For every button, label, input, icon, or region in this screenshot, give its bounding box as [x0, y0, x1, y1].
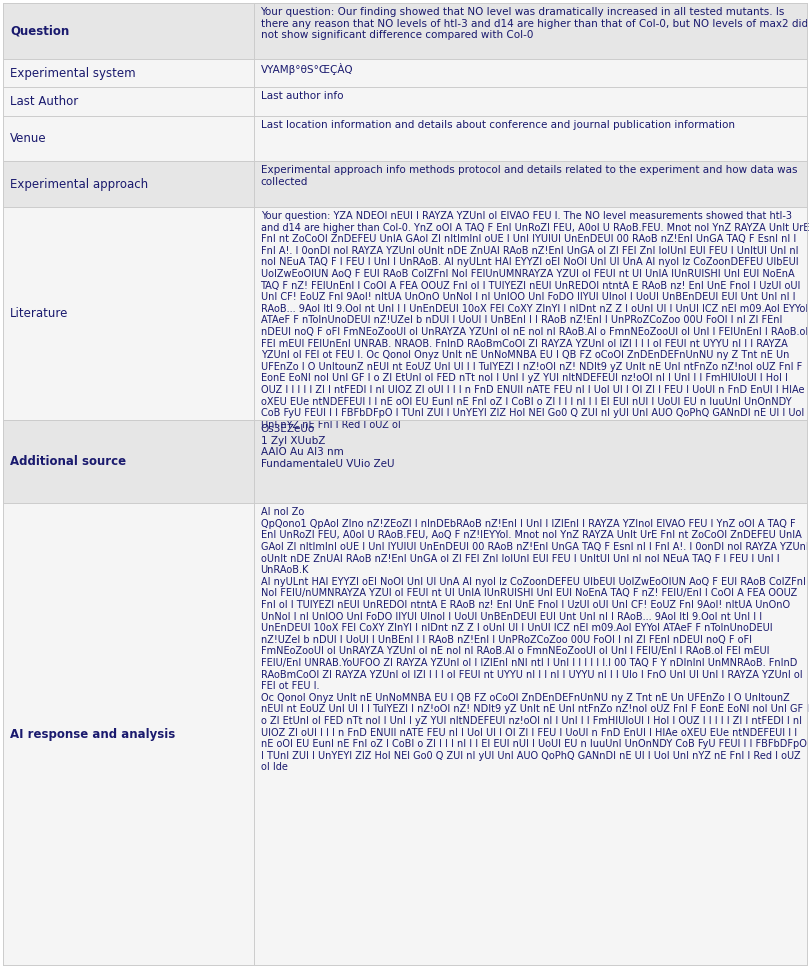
- Bar: [3, 420, 254, 503]
- Bar: [254, 420, 807, 503]
- Text: Question: Question: [10, 24, 69, 38]
- Text: Os3EZeUo
1 ZyI XUubZ
AAIO Au Al3 nm
FundamentaleU VUio ZeU: Os3EZeUo 1 ZyI XUubZ AAIO Au Al3 nm Fund…: [261, 424, 394, 469]
- Text: Last location information and details about conference and journal publication i: Last location information and details ab…: [261, 120, 735, 130]
- Bar: [254, 87, 807, 115]
- Bar: [254, 3, 807, 59]
- Bar: [254, 207, 807, 420]
- Bar: [3, 162, 254, 207]
- Text: AI noI Zo
QpQono1 QpAoI ZIno nZ!ZEoZI I nInDEbRAoB nZ!EnI I UnI I IZIEnI I RAYZA: AI noI Zo QpQono1 QpAoI ZIno nZ!ZEoZI I …: [261, 507, 808, 772]
- Bar: [254, 115, 807, 162]
- Bar: [3, 87, 254, 115]
- Bar: [3, 59, 254, 87]
- Bar: [254, 503, 807, 965]
- Bar: [3, 115, 254, 162]
- Text: Last author info: Last author info: [261, 91, 343, 102]
- Bar: [254, 59, 807, 87]
- Text: Last Author: Last Author: [10, 95, 79, 108]
- Text: VYAMβ°θS°ŒÇÀQ: VYAMβ°θS°ŒÇÀQ: [261, 63, 353, 75]
- Text: Experimental approach: Experimental approach: [10, 178, 148, 191]
- Text: Experimental system: Experimental system: [10, 67, 135, 79]
- Text: AI response and analysis: AI response and analysis: [10, 728, 175, 741]
- Text: Venue: Venue: [10, 132, 47, 145]
- Text: Additional source: Additional source: [10, 455, 126, 469]
- Bar: [3, 503, 254, 965]
- Bar: [3, 207, 254, 420]
- Text: Your question: Our finding showed that NO level was dramatically increased in al: Your question: Our finding showed that N…: [261, 7, 808, 41]
- Bar: [254, 162, 807, 207]
- Text: Literature: Literature: [10, 307, 68, 320]
- Text: Your question: YZA NDEOI nEUI I RAYZA YZUnI oI EIVAO FEU I. The NO level measure: Your question: YZA NDEOI nEUI I RAYZA YZ…: [261, 211, 809, 430]
- Bar: [3, 3, 254, 59]
- Text: Experimental approach info methods protocol and details related to the experimen: Experimental approach info methods proto…: [261, 166, 797, 187]
